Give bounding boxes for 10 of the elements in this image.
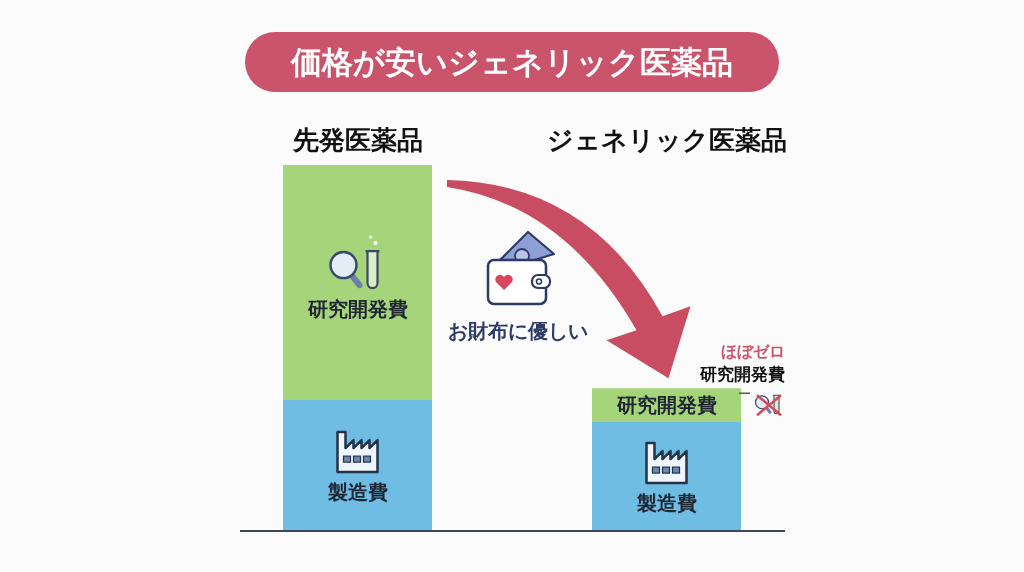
category-label: ジェネリック医薬品 — [546, 125, 787, 155]
annotation: ほぼゼロ — [721, 343, 785, 361]
segment-label: 製造費 — [327, 481, 388, 504]
segment-label: 研究開発費 — [307, 298, 408, 321]
segment-label: 製造費 — [636, 492, 697, 515]
segment-label: 研究開発費 — [616, 393, 717, 416]
annotation: 研究開発費 — [700, 365, 785, 385]
category-label: 先発医薬品 — [292, 125, 423, 155]
annotation: お財布に優しい — [448, 320, 588, 342]
title: 価格が安いジェネリック医薬品 — [291, 45, 733, 80]
